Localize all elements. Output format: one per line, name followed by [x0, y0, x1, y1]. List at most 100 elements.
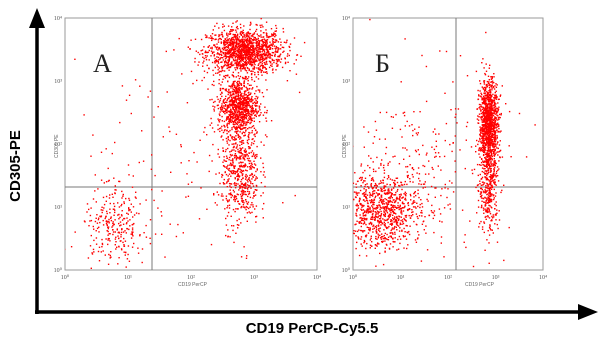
- event-dot: [245, 201, 248, 203]
- event-dot: [209, 124, 211, 126]
- event-dot: [230, 104, 232, 106]
- event-dot: [99, 215, 101, 217]
- event-dot: [239, 67, 242, 69]
- event-dot: [355, 186, 358, 188]
- event-dot: [248, 177, 250, 179]
- event-dot: [224, 77, 227, 79]
- event-dot: [254, 59, 256, 61]
- event-dot: [234, 95, 237, 98]
- event-dot: [497, 141, 499, 143]
- event-dot: [128, 199, 131, 201]
- event-dot: [265, 54, 267, 56]
- event-dot: [230, 54, 232, 57]
- event-dot: [486, 118, 488, 120]
- event-dot: [375, 170, 377, 173]
- event-dot: [487, 123, 490, 125]
- event-dot: [223, 102, 225, 104]
- event-dot: [243, 103, 245, 105]
- event-dot: [209, 47, 212, 49]
- event-dot: [246, 139, 249, 142]
- event-dot: [243, 101, 245, 104]
- event-dot: [228, 182, 231, 185]
- event-dot: [235, 59, 237, 61]
- event-dot: [90, 219, 93, 222]
- event-dot: [488, 209, 490, 212]
- event-dot: [480, 110, 482, 112]
- event-dot: [491, 81, 493, 83]
- event-dot: [95, 217, 97, 219]
- event-dot: [258, 42, 260, 44]
- event-dot: [386, 238, 388, 241]
- event-dot: [496, 134, 498, 137]
- event-dot: [211, 37, 213, 40]
- event-dot: [261, 64, 263, 67]
- event-dot: [485, 156, 487, 158]
- event-dot: [240, 222, 242, 224]
- event-dot: [250, 64, 253, 67]
- event-dot: [482, 151, 485, 154]
- event-dot: [254, 105, 257, 107]
- event-dot: [125, 197, 127, 200]
- event-dot: [222, 57, 224, 59]
- event-dot: [229, 139, 231, 142]
- event-dot: [250, 70, 253, 72]
- event-dot: [486, 95, 488, 98]
- event-dot: [489, 199, 492, 201]
- event-dot: [394, 216, 396, 218]
- event-dot: [235, 76, 237, 78]
- event-dot: [268, 60, 271, 62]
- event-dot: [364, 185, 366, 188]
- event-dot: [492, 163, 494, 165]
- event-dot: [102, 209, 104, 211]
- event-dot: [263, 66, 266, 68]
- event-dot: [258, 91, 261, 93]
- event-dot: [118, 257, 120, 259]
- event-dot: [199, 53, 201, 56]
- event-dot: [500, 114, 502, 116]
- event-dot: [264, 71, 266, 73]
- event-dot: [246, 50, 248, 52]
- event-dot: [258, 115, 260, 117]
- event-dot: [484, 170, 486, 172]
- event-dot: [225, 90, 227, 92]
- event-dot: [258, 59, 261, 61]
- event-dot: [234, 138, 236, 140]
- event-dot: [421, 206, 424, 208]
- event-dot: [283, 41, 286, 43]
- event-dot: [218, 53, 221, 55]
- event-dot: [248, 110, 250, 113]
- event-dot: [222, 36, 224, 38]
- event-dot: [123, 237, 125, 240]
- event-dot: [241, 116, 243, 118]
- event-dot: [485, 70, 488, 72]
- event-dot: [495, 95, 497, 97]
- event-dot: [229, 85, 231, 87]
- event-dot: [227, 104, 229, 107]
- event-dot: [482, 87, 484, 89]
- event-dot: [273, 32, 275, 34]
- event-dot: [104, 217, 106, 220]
- event-dot: [496, 175, 499, 177]
- event-dot: [240, 113, 242, 115]
- event-dot: [240, 172, 243, 174]
- event-dot: [487, 211, 489, 213]
- event-dot: [235, 26, 238, 29]
- event-dot: [243, 114, 245, 116]
- event-dot: [355, 183, 357, 185]
- event-dot: [249, 55, 252, 58]
- event-dot: [243, 50, 245, 52]
- event-dot: [483, 160, 486, 162]
- event-dot: [248, 211, 250, 213]
- event-dot: [256, 41, 258, 43]
- event-dot: [226, 106, 229, 108]
- event-dot: [242, 107, 244, 109]
- event-dot: [189, 48, 191, 50]
- event-dot: [240, 58, 243, 61]
- event-dot: [244, 159, 246, 161]
- event-dot: [244, 39, 246, 41]
- event-dot: [229, 153, 232, 156]
- event-dot: [264, 44, 266, 47]
- event-dot: [245, 49, 247, 52]
- event-dot: [495, 123, 497, 125]
- event-dot: [295, 59, 297, 61]
